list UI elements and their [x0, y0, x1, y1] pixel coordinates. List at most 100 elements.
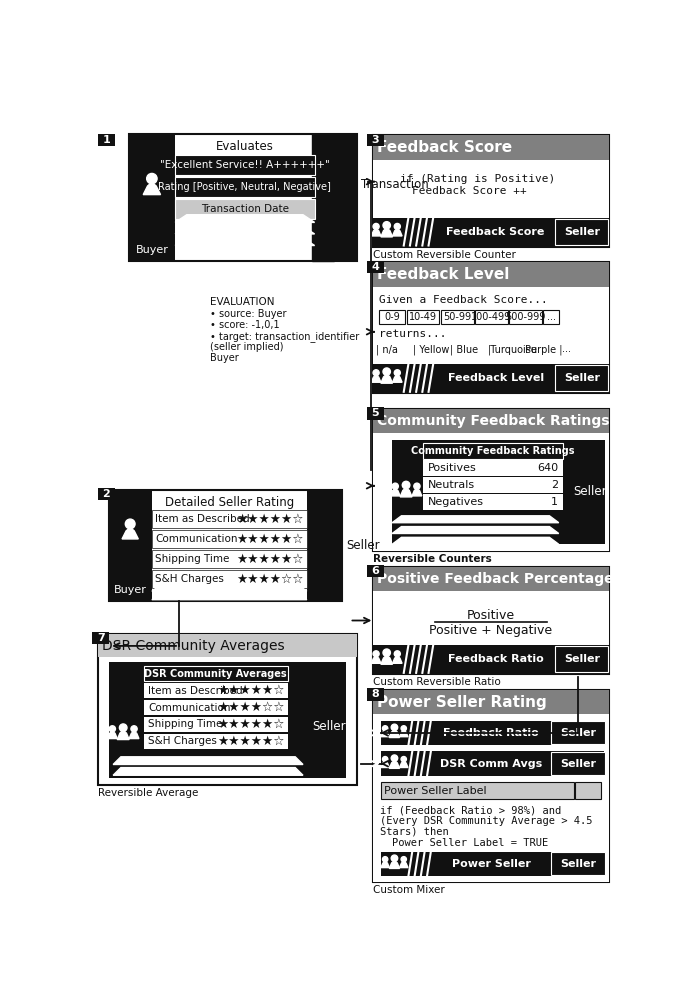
Bar [152, 570, 307, 588]
Text: 6: 6 [371, 566, 379, 576]
Polygon shape [372, 229, 381, 236]
Bar [373, 262, 609, 393]
Circle shape [391, 755, 398, 761]
Circle shape [392, 483, 398, 489]
Bar [423, 460, 563, 476]
Circle shape [383, 757, 388, 762]
Bar [555, 365, 608, 391]
Bar [367, 407, 384, 420]
Polygon shape [175, 226, 314, 234]
Text: Purple |: Purple | [525, 344, 562, 355]
Text: (seller implied): (seller implied) [210, 342, 283, 352]
Bar [373, 287, 609, 364]
Bar [175, 177, 314, 197]
Bar [152, 550, 307, 568]
Text: Power Seller: Power Seller [451, 859, 530, 869]
Bar [307, 490, 342, 601]
Bar [98, 488, 115, 500]
Bar [441, 310, 473, 324]
Text: Seller: Seller [560, 759, 596, 769]
Bar [367, 565, 384, 577]
Text: Feedback Ratio: Feedback Ratio [443, 728, 539, 738]
Text: EVALUATION: EVALUATION [210, 297, 275, 307]
Text: Seller: Seller [346, 539, 380, 552]
Text: Shipping Time: Shipping Time [155, 554, 229, 564]
Bar [423, 477, 563, 493]
Text: Communication: Communication [155, 534, 237, 544]
Text: Power Seller Label = TRUE: Power Seller Label = TRUE [392, 838, 548, 848]
Text: Evaluates: Evaluates [216, 140, 274, 153]
Bar [367, 261, 384, 273]
Bar [380, 852, 605, 876]
Circle shape [391, 724, 398, 731]
Polygon shape [152, 593, 307, 600]
Bar [575, 782, 601, 799]
Text: Neutrals: Neutrals [428, 480, 475, 490]
Text: 640: 640 [537, 463, 558, 473]
Text: Item as Described: Item as Described [148, 686, 243, 696]
Text: S&H Charges: S&H Charges [148, 736, 217, 746]
Text: Power Seller Rating: Power Seller Rating [378, 695, 547, 710]
Polygon shape [122, 527, 138, 539]
Circle shape [402, 481, 410, 489]
Polygon shape [175, 215, 314, 222]
Circle shape [413, 483, 420, 489]
Circle shape [401, 726, 407, 731]
Text: 1: 1 [103, 135, 110, 145]
Polygon shape [381, 374, 393, 383]
Bar [175, 199, 314, 219]
Bar [551, 752, 605, 775]
Text: DSR Comm Avgs: DSR Comm Avgs [440, 759, 542, 769]
Text: | Yellow: | Yellow [413, 344, 449, 355]
Circle shape [394, 651, 400, 657]
Bar [379, 310, 405, 324]
Circle shape [383, 368, 390, 375]
Circle shape [394, 223, 400, 229]
Polygon shape [381, 861, 389, 868]
Circle shape [383, 222, 390, 229]
Text: 10-49: 10-49 [409, 312, 437, 322]
Text: ★★★★★☆: ★★★★★☆ [217, 735, 284, 748]
Text: Rating [Positive, Neutral, Negative]: Rating [Positive, Neutral, Negative] [158, 182, 332, 192]
Bar [551, 852, 605, 875]
Polygon shape [393, 375, 402, 382]
Text: Seller: Seller [564, 654, 600, 664]
Polygon shape [381, 655, 393, 664]
Bar [373, 409, 609, 433]
Polygon shape [393, 229, 402, 236]
Text: Seller: Seller [312, 720, 345, 733]
Text: Buyer: Buyer [136, 245, 169, 255]
Circle shape [391, 855, 398, 862]
Bar [475, 310, 508, 324]
Text: Transaction Date: Transaction Date [201, 204, 289, 214]
Text: ...: ... [546, 312, 555, 322]
Text: 2: 2 [551, 480, 558, 490]
Polygon shape [389, 861, 400, 868]
Bar [144, 734, 288, 749]
Bar [373, 567, 609, 591]
Polygon shape [117, 730, 129, 740]
Text: • source: Buyer: • source: Buyer [210, 309, 286, 319]
Circle shape [383, 857, 388, 862]
Text: • score: -1,0,1: • score: -1,0,1 [210, 320, 279, 330]
Text: Detailed Seller Rating: Detailed Seller Rating [164, 496, 294, 509]
Text: Seller: Seller [560, 859, 596, 869]
Polygon shape [389, 760, 400, 768]
Polygon shape [152, 584, 307, 591]
Bar [423, 443, 563, 459]
Bar [109, 490, 342, 601]
Polygon shape [381, 761, 389, 768]
Bar [144, 666, 288, 681]
Text: Shipping Time: Shipping Time [148, 719, 222, 729]
Text: Seller: Seller [564, 373, 600, 383]
Circle shape [131, 726, 137, 732]
Polygon shape [400, 761, 408, 768]
Polygon shape [392, 537, 559, 544]
Circle shape [383, 649, 390, 656]
Text: S&H Charges: S&H Charges [155, 574, 224, 584]
Polygon shape [393, 656, 402, 663]
Text: Feedback Level: Feedback Level [378, 267, 510, 282]
Text: Custom Mixer: Custom Mixer [373, 885, 444, 895]
Text: Positive: Positive [467, 609, 515, 622]
Bar [98, 634, 357, 785]
